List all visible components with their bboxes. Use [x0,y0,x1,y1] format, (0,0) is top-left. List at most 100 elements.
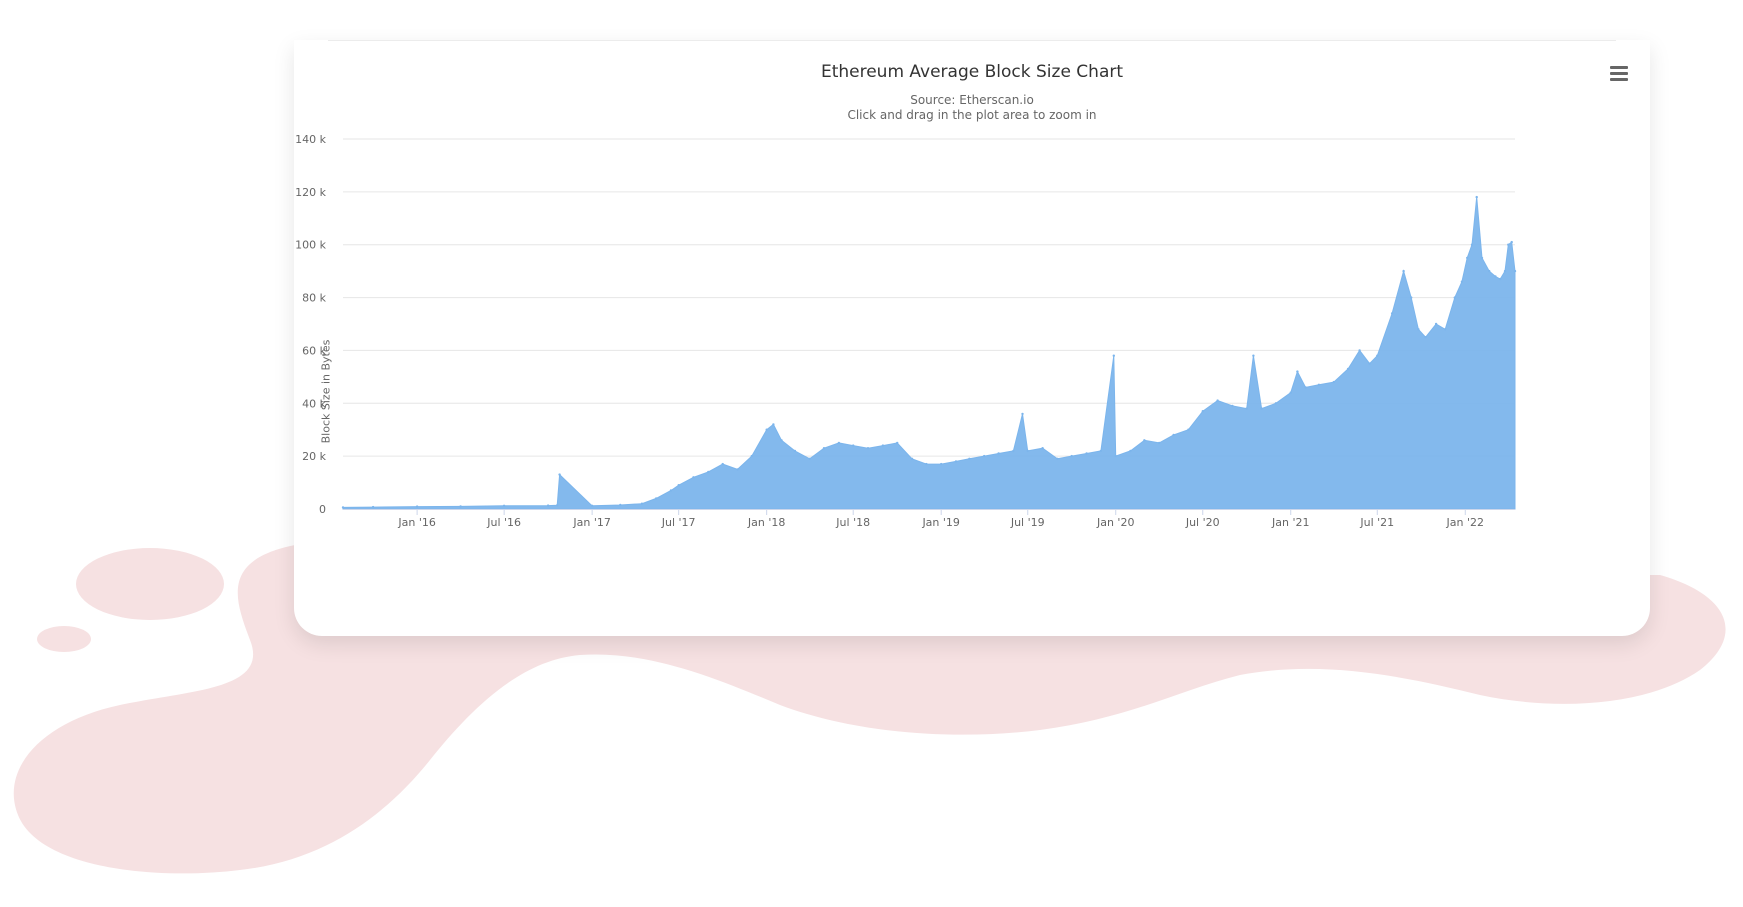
menu-icon-bar [1610,72,1628,75]
chart-card: 0 20 k 40 k 60 k 80 k 100 k 120 k 140 k Jan '16 J… [294,40,1650,636]
background-blob-dot [37,626,91,652]
data-point [793,449,797,453]
data-point [1187,428,1190,431]
data-point [1513,269,1517,273]
x-tick-label: Jan '22 [1446,516,1484,529]
data-point [1158,441,1161,445]
data-point [590,504,594,507]
x-tick-label: Jul '17 [661,516,696,529]
data-point [1012,449,1015,453]
data-point [997,452,1000,455]
y-tick-label: 60 k [302,344,326,357]
x-tick-label: Jan '20 [1096,516,1134,529]
data-point [502,504,506,507]
data-point [837,441,841,445]
data-point [619,503,622,507]
data-point [1041,447,1044,450]
data-point [780,439,783,442]
data-point [1289,391,1292,394]
data-point [655,497,658,500]
data-point [1216,399,1219,402]
y-tick-label: 140 k [295,133,326,146]
x-tick-label: Jul '16 [486,516,521,529]
data-point [1488,269,1491,273]
data-point [1201,410,1204,413]
data-point [1503,269,1507,273]
data-point [1317,383,1321,386]
data-point [1453,296,1457,299]
data-point [677,484,680,487]
data-point [721,462,724,466]
data-point [1402,269,1405,273]
data-point [1085,452,1088,455]
x-tick-label: Jul '20 [1185,516,1220,529]
chart-subtitle-source: Source: Etherscan.io [910,93,1034,107]
data-point [1358,349,1361,352]
data-point [1410,296,1413,299]
data-point [940,462,943,466]
data-point [1475,195,1478,199]
data-point [1368,362,1371,365]
chart-subtitle-zoom-hint: Click and drag in the plot area to zoom … [847,108,1097,122]
data-point [1252,354,1255,357]
x-tick-label: Jan '17 [572,516,610,529]
card-divider [328,40,1616,41]
data-point [736,468,739,471]
data-point [546,504,550,507]
data-point [1296,370,1299,373]
x-tick-label: Jan '18 [747,516,785,529]
data-point [1346,367,1350,371]
data-point [371,505,375,509]
hamburger-menu-icon[interactable] [1610,66,1628,82]
y-tick-label: 80 k [302,292,326,305]
data-point [692,476,695,479]
y-tick-label: 0 [319,503,326,516]
data-point [1460,280,1464,283]
data-point [341,506,345,509]
x-tick-label: Jan '16 [397,516,435,529]
data-point [910,457,914,460]
menu-icon-bar [1610,66,1628,69]
data-point [1143,439,1146,442]
data-point [772,423,775,426]
data-point [866,447,870,450]
data-point [1332,380,1336,384]
data-point [1114,454,1117,458]
data-point [1172,433,1175,437]
data-point [1129,449,1132,453]
data-point [1056,457,1059,460]
data-point [983,454,986,458]
data-point [1510,240,1513,244]
chart-plot-area[interactable]: 0 20 k 40 k 60 k 80 k 100 k 120 k 140 k Jan '16 J… [294,40,1650,636]
x-tick-label: Jul '21 [1359,516,1394,529]
data-point [640,502,644,505]
chart-title: Ethereum Average Block Size Chart [820,62,1124,82]
data-point [1466,256,1469,260]
x-tick-label: Jan '21 [1271,516,1309,529]
background-blob-small [76,548,224,620]
data-point [954,460,958,463]
data-point [822,447,826,450]
data-point [707,470,710,474]
x-tick-label: Jan '19 [921,516,959,529]
data-point [669,489,673,492]
y-tick-label: 40 k [302,397,326,410]
data-point [1499,277,1502,281]
data-point [1021,412,1024,416]
data-point [1444,328,1447,331]
data-point [1390,312,1394,315]
data-point [1376,354,1379,357]
data-point [1112,354,1115,357]
y-tick-label: 120 k [295,186,326,199]
x-tick-label: Jul '19 [1010,516,1045,529]
data-point [1231,404,1234,408]
data-point [896,441,899,445]
data-point [881,444,885,447]
y-tick-label: 20 k [302,450,326,463]
data-point [808,457,811,460]
data-point [1245,407,1248,410]
menu-icon-bar [1610,78,1628,81]
data-point [1434,322,1438,326]
data-point [1274,402,1278,405]
